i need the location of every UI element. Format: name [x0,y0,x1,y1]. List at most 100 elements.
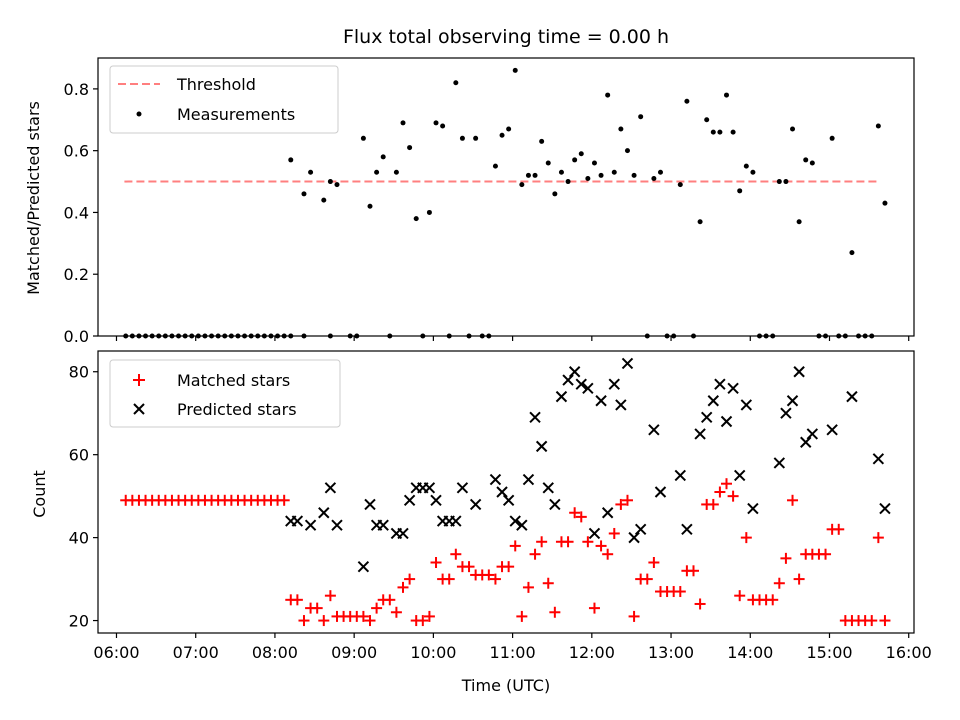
matched-point [423,610,435,622]
predicted-point [806,428,819,440]
predicted-point [318,507,330,519]
matched-point [536,536,548,548]
measurement-point [321,197,327,203]
predicted-point [430,494,442,507]
matched-point [628,610,640,622]
x-tick-label: 15:00 [806,643,852,662]
x-tick-label: 10:00 [410,643,456,662]
measurement-point [657,169,663,175]
measurement-point [453,80,459,86]
measurement-point [638,114,644,120]
matched-point [793,573,805,585]
matched-point [443,573,455,585]
matched-point [417,615,429,627]
measurement-points [123,67,888,339]
predicted-point [535,440,548,453]
measurement-point [545,160,551,166]
predicted-point [291,515,304,527]
measurement-point [776,179,782,185]
predicted-point [879,502,891,515]
predicted-point [450,515,462,527]
measurement-point [565,179,571,185]
measurement-point [803,157,809,163]
legend-threshold-label: Threshold [176,75,256,94]
legend-predicted-swatch [133,403,145,415]
legend-predicted-label: Predicted stars [177,400,297,419]
matched-point [450,548,462,560]
measurement-point [400,120,406,126]
matched-point [542,577,554,589]
measurement-point [790,126,796,132]
predicted-point [800,436,812,448]
x-tick-label: 12:00 [569,643,615,662]
legend-measurements-label: Measurements [177,105,295,124]
bottom-y-axis-label: Count [30,470,49,518]
measurement-point [380,154,386,160]
predicted-point [423,482,436,494]
matched-point [648,557,660,568]
measurement-point [308,169,314,175]
measurement-point [301,191,307,197]
measurement-point [572,157,578,163]
measurement-point [717,129,723,135]
predicted-point [575,378,587,390]
predicted-point [542,482,554,494]
measurement-point [882,200,888,206]
predicted-point [780,407,792,419]
predicted-point [714,378,726,390]
top-y-tick-label: 0.6 [64,142,89,161]
measurement-point [737,188,743,194]
measurement-point [473,135,479,141]
predicted-point [608,378,620,390]
matched-point [357,610,369,622]
legend-matched-label: Matched stars [177,371,290,390]
predicted-point [720,415,733,428]
measurement-point [374,169,380,175]
measurement-point [730,129,736,135]
predicted-point [872,453,885,465]
matched-point [529,548,541,560]
matched-point [522,581,534,593]
measurement-point [651,175,657,181]
measurement-point [829,135,835,141]
measurement-point [413,216,419,222]
predicted-point [496,486,508,498]
predicted-point [727,382,739,395]
predicted-point [654,486,667,498]
bottom-y-ticks: 20 40 60 80 [69,363,98,631]
legend-measurements-swatch [136,111,142,117]
predicted-point [522,473,535,486]
predicted-point [694,428,706,440]
measurement-point [578,151,584,157]
predicted-point [700,411,713,424]
predicted-point [555,390,568,403]
matched-point [582,536,594,548]
top-y-tick-label: 0.4 [64,203,89,222]
predicted-point [773,457,786,469]
measurement-point [631,172,637,178]
measurement-point [288,157,294,163]
predicted-point [304,519,317,531]
matched-point [833,523,845,535]
top-legend: Threshold Measurements [109,65,339,134]
predicted-point [324,482,337,494]
predicted-point [502,494,515,507]
measurement-point [743,163,749,169]
predicted-point [357,560,370,573]
top-plot-frame [97,57,915,337]
measurement-point [783,179,789,185]
predicted-point [734,469,746,482]
matched-point [694,598,706,610]
measurement-point [598,172,604,178]
matched-point [483,569,495,581]
matched-point [602,548,614,560]
matched-point [364,615,376,627]
predicted-point [397,527,409,540]
matched-point [641,573,653,585]
matched-point [291,594,303,606]
x-tick-label: 11:00 [490,643,536,662]
measurement-point [809,160,815,166]
matched-point [621,494,633,506]
matched-point [549,606,561,618]
matched-point [767,594,779,606]
